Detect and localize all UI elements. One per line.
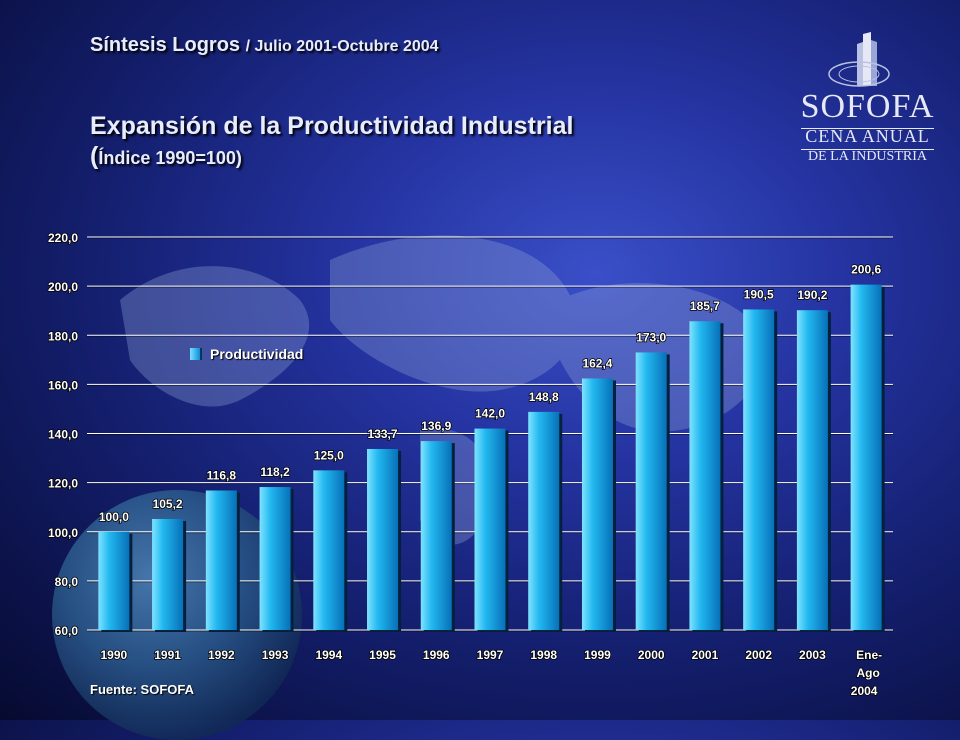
bar-value-label: 105,2 [153,497,183,511]
y-tick-label: 60,0 [55,624,79,638]
x-tick-label: 1990 [101,648,128,662]
x-tick-label: 1992 [208,648,235,662]
bar-value-label: 125,0 [314,448,344,462]
bar [689,321,721,630]
page-title: Expansión de la Productividad Industrial… [90,111,573,173]
y-tick-label: 120,0 [48,477,78,491]
logo-line1: CENA ANUAL [805,126,930,146]
productivity-bar-chart: 60,0 80,0 100,0 120,0 140,0 160,0 180,0 200,0 22… [47,230,893,699]
building-logo-icon [828,32,890,87]
bar-value-label: 162,4 [582,356,612,370]
chart-legend: Productividad [190,346,303,362]
bar-value-label: 185,7 [690,299,720,313]
bar-value-label: 148,8 [529,390,559,404]
bar [259,487,291,630]
logo-divider [801,149,934,150]
legend-swatch [190,348,202,360]
bar-value-label: 118,2 [260,465,290,479]
bar-layer [98,284,885,632]
x-tick-label: 2003 [799,648,826,662]
bar [796,310,828,630]
bar-value-label: 173,0 [636,330,666,344]
bar [98,531,130,630]
header-subtitle: Síntesis Logros / Julio 2001-Octubre 200… [90,34,439,57]
source-note: Fuente: SOFOFA [90,682,194,697]
bar-value-label: 142,0 [475,407,505,421]
y-tick-label: 180,0 [48,329,78,343]
subtitle-period: / Julio 2001-Octubre 2004 [245,38,439,55]
bar-value-label: 136,9 [421,419,451,433]
x-tick-label: 1997 [477,648,504,662]
legend-label: Productividad [210,346,304,362]
bar-value-label: 200,6 [851,263,881,277]
index-label: Índice 1990=100) [98,148,242,168]
bar [205,490,237,630]
x-tick-label: 1993 [262,648,289,662]
bar [152,518,184,630]
y-tick-label: 140,0 [48,428,78,442]
x-tick-label: 1991 [154,648,181,662]
subtitle-text: Síntesis Logros [90,34,241,56]
y-tick-label: 100,0 [48,526,78,540]
label-layer: 60,0 80,0 100,0 120,0 140,0 160,0 180,0 200,0 22… [47,230,883,699]
x-tick-label: 1998 [530,648,557,662]
x-tick-label: 1999 [584,648,611,662]
bar [367,448,399,630]
bar-value-label: 190,5 [744,287,774,301]
title-text: Expansión de la Productividad Industrial [90,112,574,140]
logo-name: SOFOFA [800,88,935,125]
x-tick-label: Ago [856,666,879,680]
y-tick-label: 160,0 [48,378,78,392]
x-tick-label: Ene- [856,648,882,662]
x-tick-label: 2002 [745,648,772,662]
bar [581,378,613,630]
bar-value-label: 116,8 [207,468,237,482]
bar-value-label: 190,2 [797,288,827,302]
x-tick-label: 2000 [638,648,665,662]
index-paren: ( [90,142,99,170]
y-tick-label: 220,0 [48,231,78,245]
x-tick-label: 2004 [851,684,878,698]
bar [313,470,345,630]
x-tick-label: 1994 [315,648,342,662]
y-tick-label: 80,0 [55,575,79,589]
logo-divider [801,128,934,129]
bar [743,309,775,630]
logo-line2: DE LA INDUSTRIA [808,149,927,164]
x-tick-label: 1996 [423,648,450,662]
bar-value-label: 133,7 [368,427,398,441]
bar [635,352,667,630]
x-tick-label: 1995 [369,648,396,662]
bar-value-label: 100,0 [99,510,129,524]
bar [420,441,452,630]
bar [850,284,882,630]
y-tick-label: 200,0 [48,280,78,294]
bar [474,428,506,630]
x-tick-label: 2001 [692,648,719,662]
sofofa-logo: SOFOFA CENA ANUAL DE LA INDUSTRIA [795,30,940,170]
bar [528,411,560,630]
